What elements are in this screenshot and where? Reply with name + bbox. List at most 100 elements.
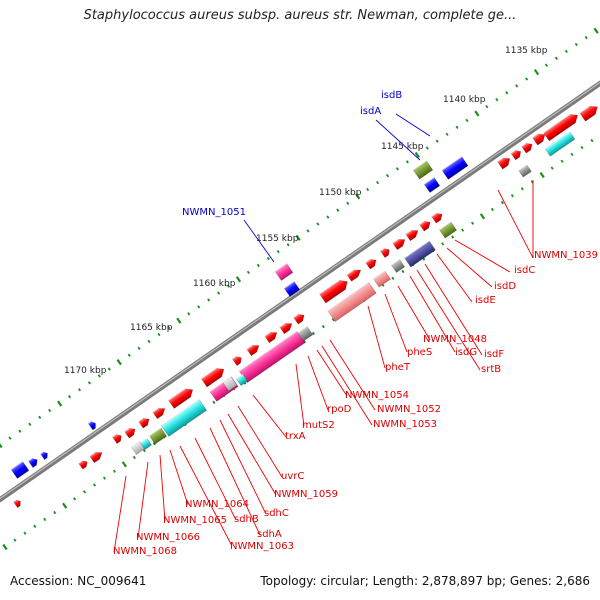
outer-ring-tick <box>256 263 260 268</box>
callout-line-NWMN_1048 <box>397 285 431 341</box>
gene-block[interactable] <box>365 257 379 270</box>
gene-block-isdB[interactable] <box>423 176 441 193</box>
gene-block-navy[interactable] <box>404 240 436 268</box>
gene-block-isdA[interactable] <box>441 156 469 180</box>
outer-ring-tick <box>246 270 250 275</box>
inner-ring-tick <box>471 221 475 225</box>
gene-block[interactable] <box>124 426 138 439</box>
gene-block-gray[interactable] <box>390 258 406 273</box>
gene-label-isdB[interactable]: isdB <box>381 90 402 101</box>
gene-label-NWMN_1063[interactable]: NWMN_1063 <box>230 541 294 552</box>
gene-label-isdA[interactable]: isdA <box>360 106 381 117</box>
gene-block[interactable] <box>246 342 261 357</box>
gene-block[interactable] <box>13 498 23 509</box>
gene-block[interactable] <box>431 211 445 224</box>
gene-label-NWMN_1066[interactable]: NWMN_1066 <box>136 532 200 543</box>
gene-block[interactable] <box>497 155 513 170</box>
gene-label-sdhB[interactable]: sdhB <box>234 514 259 525</box>
gene-block[interactable] <box>380 246 391 258</box>
gene-block-olive[interactable] <box>438 221 458 239</box>
gene-block[interactable] <box>112 432 123 444</box>
gene-label-pheT[interactable]: pheT <box>385 362 411 373</box>
gene-block[interactable] <box>579 103 600 122</box>
gene-block-blue[interactable] <box>28 456 39 468</box>
gene-label-trxA[interactable]: trxA <box>285 431 306 442</box>
inner-ring-tick <box>550 166 554 170</box>
inner-ring-tick <box>391 276 395 281</box>
gene-block[interactable] <box>510 148 523 161</box>
gene-label-rpoD[interactable]: rpoD <box>327 404 352 415</box>
gene-block-cyan[interactable] <box>236 373 248 386</box>
gene-label-pheS[interactable]: pheS <box>407 347 432 358</box>
outer-ring-tick <box>465 118 469 123</box>
gene-label-isdE[interactable]: isdE <box>475 295 496 306</box>
gene-block[interactable] <box>138 416 152 429</box>
callout-line-isdB <box>395 113 431 137</box>
inner-ring-tick <box>479 213 486 220</box>
gene-label-srtB[interactable]: srtB <box>481 364 501 375</box>
gene-features <box>10 103 600 509</box>
gene-block[interactable] <box>152 405 167 420</box>
gene-block[interactable] <box>346 267 363 282</box>
gene-label-isdD[interactable]: isdD <box>494 281 516 292</box>
gene-block[interactable] <box>293 312 307 325</box>
gene-label-NWMN_1048[interactable]: NWMN_1048 <box>423 334 487 345</box>
gene-label-NWMN_1054[interactable]: NWMN_1054 <box>345 390 409 401</box>
gene-label-NWMN_1052[interactable]: NWMN_1052 <box>377 404 441 415</box>
gene-label-uvrC[interactable]: uvrC <box>281 471 304 482</box>
gene-block[interactable] <box>232 354 243 366</box>
gene-block-gray[interactable] <box>518 164 532 178</box>
outer-ring-tick <box>217 291 221 295</box>
gene-block-NWMN_1051[interactable] <box>274 262 294 281</box>
gene-label-NWMN_1053[interactable]: NWMN_1053 <box>373 419 437 430</box>
gene-label-isdG[interactable]: isdG <box>455 347 477 358</box>
gene-block[interactable] <box>405 227 420 242</box>
gene-label-isdF[interactable]: isdF <box>484 349 504 360</box>
gene-label-NWMN_1068[interactable]: NWMN_1068 <box>113 546 177 557</box>
callout-line-pheT <box>367 305 386 369</box>
gene-block-cyan[interactable] <box>160 399 208 437</box>
gene-block[interactable] <box>200 365 226 388</box>
gene-block[interactable] <box>89 449 104 464</box>
gene-block[interactable] <box>168 385 195 409</box>
gene-label-sdhA[interactable]: sdhA <box>257 529 282 540</box>
gene-block[interactable] <box>521 141 535 154</box>
outer-ring-tick <box>295 234 301 241</box>
outer-ring-tick <box>584 35 588 40</box>
outer-ring-tick <box>18 429 22 433</box>
gene-block-salmon[interactable] <box>327 281 377 322</box>
gene-block-gray[interactable] <box>222 376 238 392</box>
gene-block[interactable] <box>419 219 433 232</box>
gene-block-blue[interactable] <box>87 420 97 431</box>
gene-block[interactable] <box>543 111 581 142</box>
gene-label-NWMN_1059[interactable]: NWMN_1059 <box>274 489 338 500</box>
gene-label-isdC[interactable]: isdC <box>514 265 535 276</box>
gene-block-olive[interactable] <box>148 427 168 445</box>
gene-label-NWMN_1051[interactable]: NWMN_1051 <box>182 207 246 218</box>
callout-line-NWMN_1065 <box>159 454 166 522</box>
callout-line-NWMN_1052 <box>329 339 376 411</box>
callout-line-isdE <box>436 253 473 303</box>
gene-block[interactable] <box>532 131 548 146</box>
gene-label-NWMN_1064[interactable]: NWMN_1064 <box>185 499 249 510</box>
gene-label-mutS2[interactable]: mutS2 <box>302 420 335 431</box>
gene-block[interactable] <box>319 277 351 304</box>
gene-block-olive[interactable] <box>412 160 434 180</box>
gene-label-sdhC[interactable]: sdhC <box>264 508 289 519</box>
gene-block[interactable] <box>264 329 279 344</box>
gene-label-NWMN_1065[interactable]: NWMN_1065 <box>163 515 227 526</box>
gene-label-NWMN_1039[interactable]: NWMN_1039 <box>534 250 598 261</box>
gene-block[interactable] <box>78 459 90 470</box>
outer-ring-tick <box>116 359 122 366</box>
gene-block-blue[interactable] <box>10 460 30 479</box>
gene-block-blue[interactable] <box>40 450 50 461</box>
inner-ring-tick <box>121 461 127 468</box>
inner-ring-tick <box>23 531 27 535</box>
gene-block-blue[interactable] <box>283 280 301 297</box>
gene-block-salmon[interactable] <box>372 270 392 288</box>
gene-block-gray[interactable] <box>130 440 146 455</box>
gene-block[interactable] <box>392 236 407 251</box>
gene-block-cyan[interactable] <box>544 131 576 157</box>
gene-block[interactable] <box>279 320 294 335</box>
outer-ring-tick <box>28 422 32 426</box>
